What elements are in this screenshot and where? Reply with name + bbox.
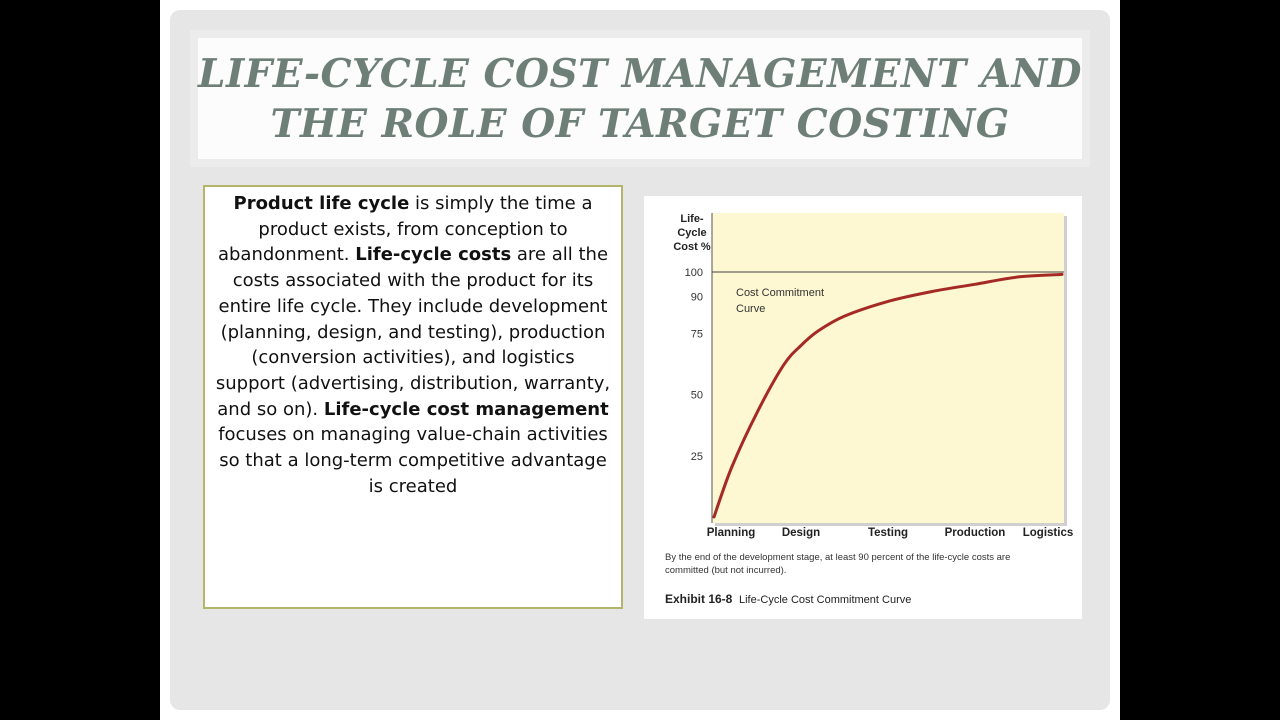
plot-area <box>712 213 1064 523</box>
definition-paragraph: Product life cycle is simply the time a … <box>215 191 611 499</box>
text-segment-1: is simply the time a product exists, fro… <box>217 193 593 266</box>
text-segment-2: are all the costs associated with the pr… <box>215 244 611 420</box>
term-product-life-cycle: Product life cycle <box>233 193 410 214</box>
slide-panel: LIFE-CYCLE COST MANAGEMENT AND THE ROLE … <box>170 10 1110 710</box>
x-tick-label: Production <box>945 527 1006 539</box>
exhibit-title: Life-Cycle Cost Commitment Curve <box>739 594 911 606</box>
exhibit-label: Exhibit 16-8 <box>665 592 733 606</box>
x-tick-label: Logistics <box>1023 527 1073 539</box>
x-tick-label: Testing <box>868 527 908 539</box>
title-line-1: LIFE-CYCLE COST MANAGEMENT AND <box>198 50 1082 97</box>
definition-textbox[interactable]: Product life cycle is simply the time a … <box>203 185 623 609</box>
exhibit-figure: Life- Cycle Cost % 100 90 75 50 25 Planning D… <box>644 196 1082 619</box>
y-tick-label: 100 <box>685 267 703 279</box>
y-axis-label-line-1: Life- <box>680 213 704 225</box>
x-tick-label: Design <box>782 527 820 539</box>
x-tick-labels: Planning Design Testing Production Logistics <box>707 527 1074 539</box>
slide-title: LIFE-CYCLE COST MANAGEMENT AND THE ROLE … <box>198 49 1082 149</box>
y-tick-label: 90 <box>691 292 703 304</box>
x-tick-label: Planning <box>707 527 756 539</box>
title-line-2: THE ROLE OF TARGET COSTING <box>270 100 1010 147</box>
y-axis-label-line-2: Cycle <box>677 227 706 239</box>
cost-commitment-chart: Life- Cycle Cost % 100 90 75 50 25 Planning D… <box>665 213 1074 606</box>
text-segment-3: focuses on managing value-chain activiti… <box>218 424 608 497</box>
curve-label-line-2: Curve <box>736 303 765 315</box>
y-axis-label: Life- Cycle Cost % <box>673 213 711 253</box>
title-band: LIFE-CYCLE COST MANAGEMENT AND THE ROLE … <box>190 30 1090 167</box>
y-axis-label-line-3: Cost % <box>673 241 711 253</box>
y-tick-label: 25 <box>691 451 703 463</box>
caption-line-2: committed (but not incurred). <box>665 565 786 576</box>
figure-caption: By the end of the development stage, at … <box>665 552 1010 576</box>
exhibit-caption: Exhibit 16-8 Life-Cycle Cost Commitment … <box>665 592 911 606</box>
term-life-cycle-cost-management: Life-cycle cost management <box>323 398 609 420</box>
y-tick-labels: 100 90 75 50 25 <box>685 267 703 463</box>
curve-label: Cost Commitment Curve <box>736 287 824 315</box>
y-tick-label: 75 <box>691 328 703 340</box>
curve-label-line-1: Cost Commitment <box>736 287 824 299</box>
term-life-cycle-costs: Life-cycle costs <box>355 244 512 266</box>
y-tick-label: 50 <box>691 390 703 402</box>
slide: LIFE-CYCLE COST MANAGEMENT AND THE ROLE … <box>160 0 1120 720</box>
caption-line-1: By the end of the development stage, at … <box>665 552 1010 563</box>
cost-commitment-curve <box>712 272 1064 519</box>
